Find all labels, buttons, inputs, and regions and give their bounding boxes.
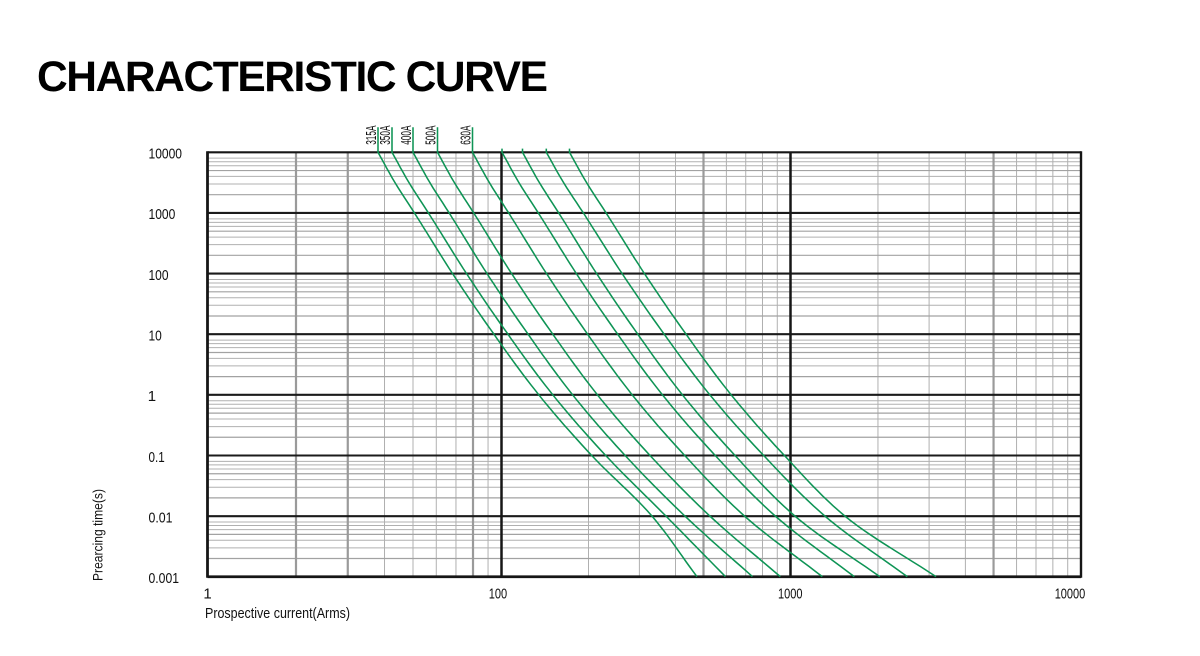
svg-text:630A: 630A (457, 125, 474, 145)
svg-text:Prearcing time(s): Prearcing time(s) (89, 489, 105, 581)
svg-text:0.001: 0.001 (149, 570, 180, 587)
svg-text:315A: 315A (362, 125, 379, 145)
svg-text:0.1: 0.1 (149, 449, 165, 466)
svg-text:10: 10 (149, 328, 162, 345)
svg-text:1: 1 (148, 388, 156, 405)
svg-text:100: 100 (149, 267, 169, 284)
svg-text:500A: 500A (422, 125, 439, 145)
svg-text:1000: 1000 (149, 206, 176, 223)
svg-text:0.01: 0.01 (149, 509, 173, 526)
svg-text:100: 100 (489, 585, 507, 602)
svg-text:10000: 10000 (1055, 585, 1086, 602)
svg-text:1: 1 (203, 585, 211, 602)
svg-text:1000: 1000 (778, 585, 803, 602)
svg-text:Prospective current(Arms): Prospective current(Arms) (205, 606, 350, 622)
svg-text:400A: 400A (397, 125, 414, 145)
svg-text:10000: 10000 (149, 146, 183, 163)
svg-text:350A: 350A (376, 125, 393, 145)
